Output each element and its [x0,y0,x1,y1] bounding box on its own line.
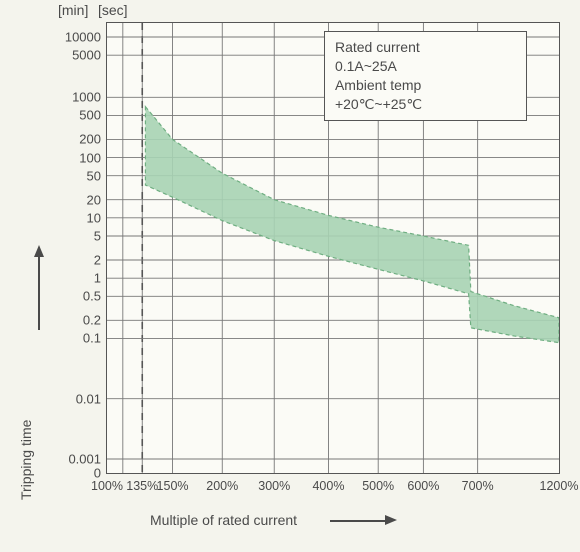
y-tick: 1000 [72,90,107,105]
y-tick: 0.01 [76,391,107,406]
x-tick: 1200% [540,473,579,493]
x-tick: 135% [126,473,158,493]
y-tick: 200 [79,132,107,147]
x-tick: 500% [362,473,394,493]
info-line: Ambient temp [335,76,516,95]
y-tick: 50 [87,168,107,183]
y-tick: 0 [94,466,107,481]
y-tick: 0.5 [83,289,107,304]
chart-container: [min] [sec] Rated current0.1A~25AAmbient… [0,0,580,552]
x-tick: 600% [407,473,439,493]
info-line: +20℃~+25℃ [335,95,516,114]
y-axis-label: Tripping time [18,420,34,500]
y-tick: 0.2 [83,313,107,328]
y-tick: 500 [79,108,107,123]
x-tick: 150% [157,473,189,493]
info-line: Rated current [335,38,516,57]
y-arrow-head [34,245,44,257]
y-tick: 0.001 [68,452,107,467]
x-tick: 400% [312,473,344,493]
x-tick: 200% [206,473,238,493]
x-tick: 300% [258,473,290,493]
y-arrow-shaft [38,255,40,330]
x-arrow-head [385,515,397,525]
y-unit-sec: [sec] [98,2,128,18]
y-tick: 1 [94,271,107,286]
info-line: 0.1A~25A [335,57,516,76]
y-tick: 5 [94,229,107,244]
y-tick: 5000 [72,48,107,63]
x-tick: 700% [462,473,494,493]
y-tick: 20 [87,192,107,207]
plot-area: Rated current0.1A~25AAmbient temp+20℃~+2… [106,22,560,474]
info-box: Rated current0.1A~25AAmbient temp+20℃~+2… [324,31,527,121]
y-unit-min: [min] [58,2,88,18]
y-tick: 10 [87,210,107,225]
y-tick: 2 [94,252,107,267]
y-tick: 100 [79,150,107,165]
x-arrow-shaft [330,520,385,522]
x-axis-label: Multiple of rated current [150,512,297,528]
y-tick: 10000 [65,30,107,45]
y-tick: 0.1 [83,331,107,346]
